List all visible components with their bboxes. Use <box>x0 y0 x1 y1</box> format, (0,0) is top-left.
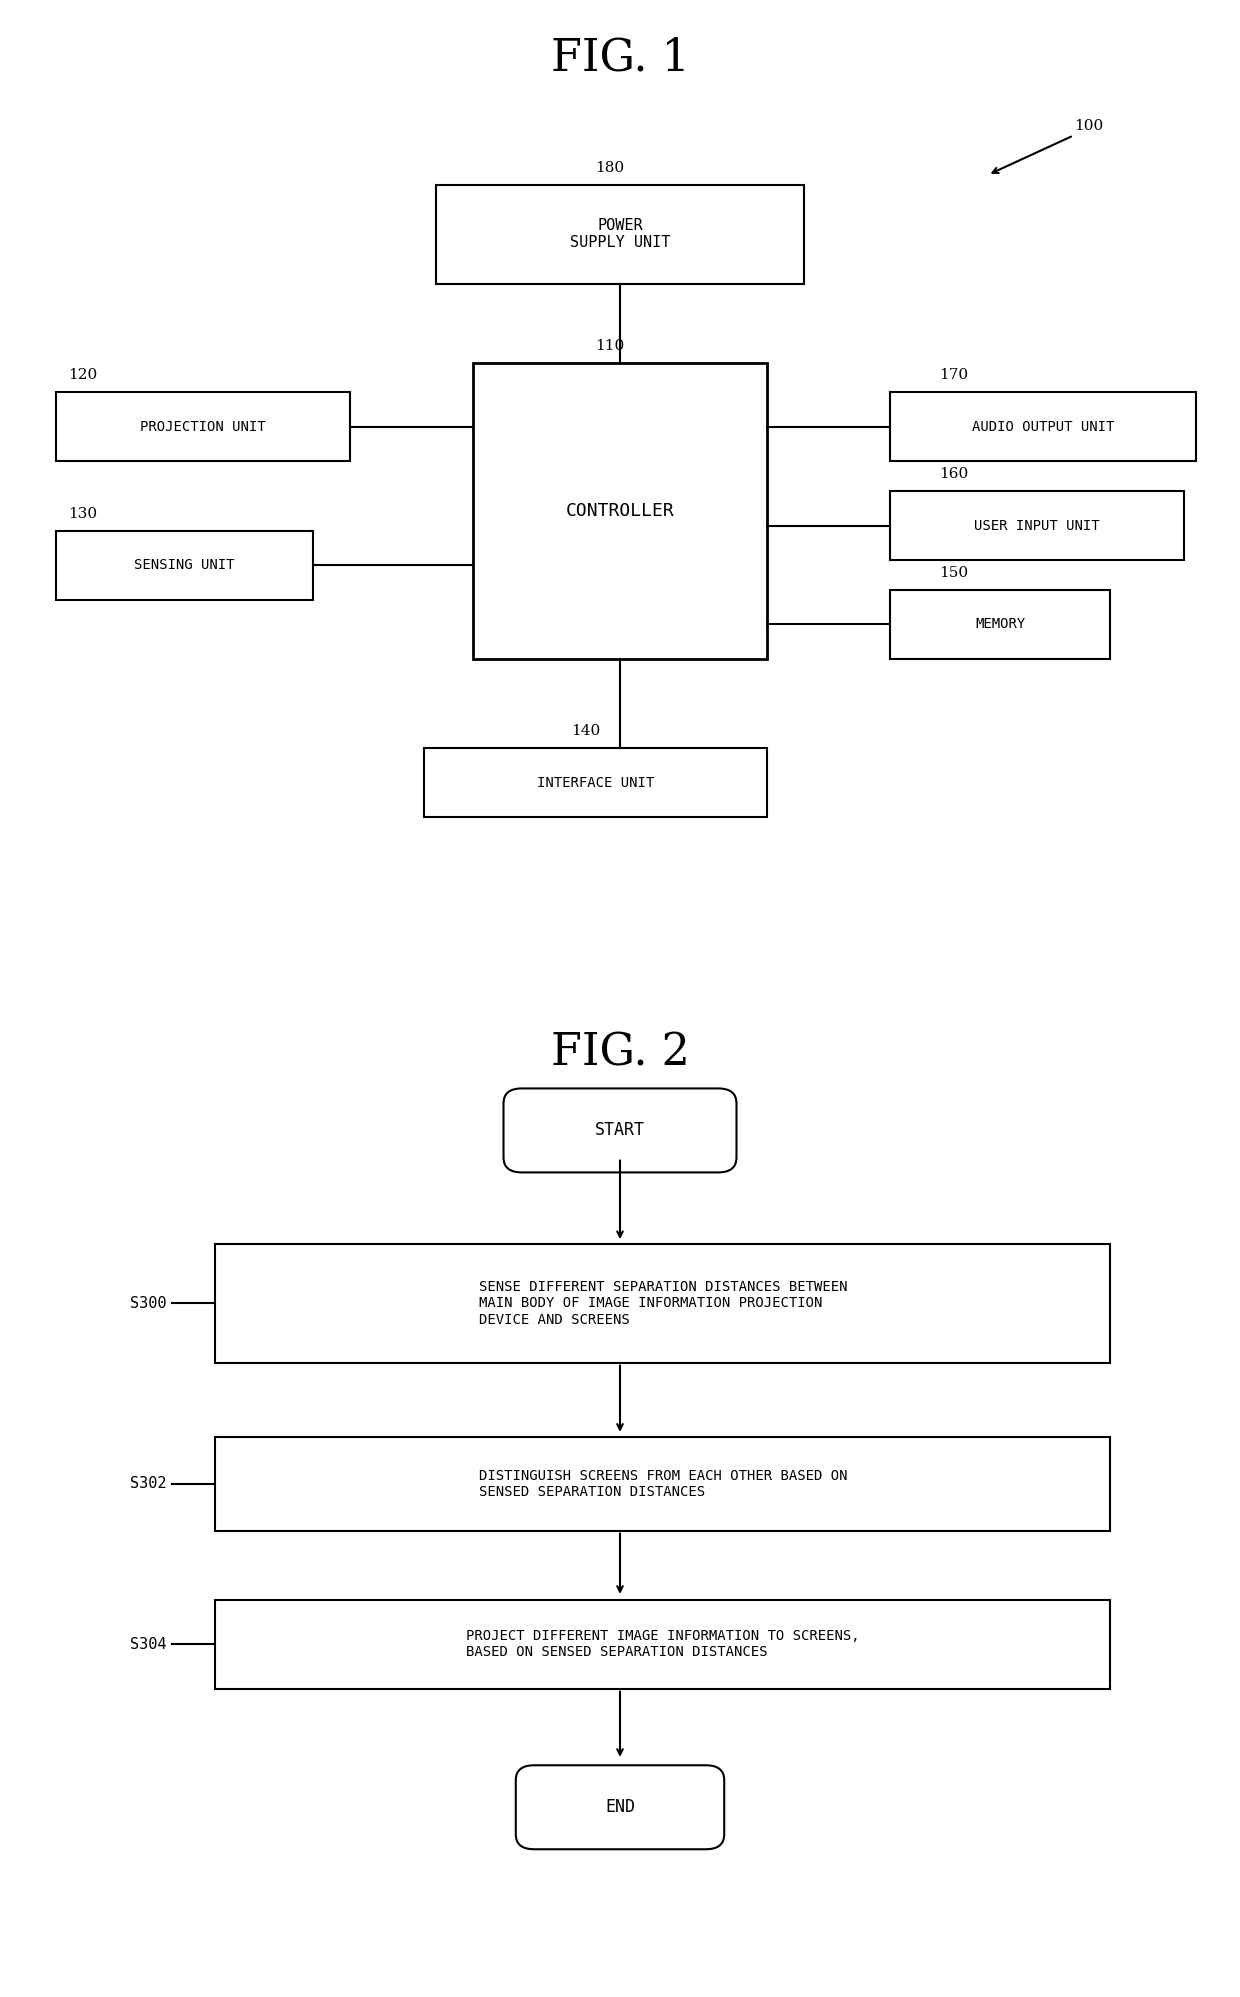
Text: AUDIO OUTPUT UNIT: AUDIO OUTPUT UNIT <box>972 419 1115 433</box>
Text: 140: 140 <box>570 725 600 739</box>
Text: PROJECT DIFFERENT IMAGE INFORMATION TO SCREENS,
BASED ON SENSED SEPARATION DISTA: PROJECT DIFFERENT IMAGE INFORMATION TO S… <box>466 1630 859 1660</box>
Text: S300: S300 <box>130 1296 166 1310</box>
Text: 130: 130 <box>68 507 98 521</box>
Text: END: END <box>605 1797 635 1815</box>
Text: SENSE DIFFERENT SEPARATION DISTANCES BETWEEN
MAIN BODY OF IMAGE INFORMATION PROJ: SENSE DIFFERENT SEPARATION DISTANCES BET… <box>479 1280 847 1326</box>
Text: S302: S302 <box>130 1476 166 1492</box>
Text: FIG. 1: FIG. 1 <box>551 36 689 80</box>
Text: CONTROLLER: CONTROLLER <box>565 501 675 519</box>
Text: DISTINGUISH SCREENS FROM EACH OTHER BASED ON
SENSED SEPARATION DISTANCES: DISTINGUISH SCREENS FROM EACH OTHER BASE… <box>479 1468 847 1500</box>
Text: SENSING UNIT: SENSING UNIT <box>134 559 236 573</box>
FancyBboxPatch shape <box>216 1436 1111 1530</box>
Text: 170: 170 <box>939 367 968 381</box>
Text: POWER
SUPPLY UNIT: POWER SUPPLY UNIT <box>570 218 670 250</box>
Text: INTERFACE UNIT: INTERFACE UNIT <box>537 775 655 789</box>
Text: 150: 150 <box>939 565 968 579</box>
Text: S304: S304 <box>130 1638 166 1652</box>
FancyBboxPatch shape <box>472 363 768 659</box>
Text: 120: 120 <box>68 367 98 381</box>
Text: PROJECTION UNIT: PROJECTION UNIT <box>140 419 265 433</box>
FancyBboxPatch shape <box>890 491 1184 561</box>
FancyBboxPatch shape <box>503 1088 737 1172</box>
Text: FIG. 2: FIG. 2 <box>551 1032 689 1074</box>
FancyBboxPatch shape <box>216 1600 1111 1689</box>
FancyBboxPatch shape <box>56 391 350 461</box>
Text: START: START <box>595 1122 645 1140</box>
Text: USER INPUT UNIT: USER INPUT UNIT <box>975 519 1100 533</box>
FancyBboxPatch shape <box>216 1244 1111 1362</box>
Text: 180: 180 <box>595 162 625 176</box>
Text: MEMORY: MEMORY <box>975 617 1025 631</box>
FancyBboxPatch shape <box>436 186 804 284</box>
FancyBboxPatch shape <box>56 531 314 599</box>
Text: 160: 160 <box>939 467 968 481</box>
FancyBboxPatch shape <box>424 749 768 817</box>
FancyBboxPatch shape <box>890 589 1111 659</box>
Text: 100: 100 <box>1074 118 1102 132</box>
FancyBboxPatch shape <box>890 391 1197 461</box>
Text: 110: 110 <box>595 339 625 353</box>
FancyBboxPatch shape <box>516 1765 724 1849</box>
